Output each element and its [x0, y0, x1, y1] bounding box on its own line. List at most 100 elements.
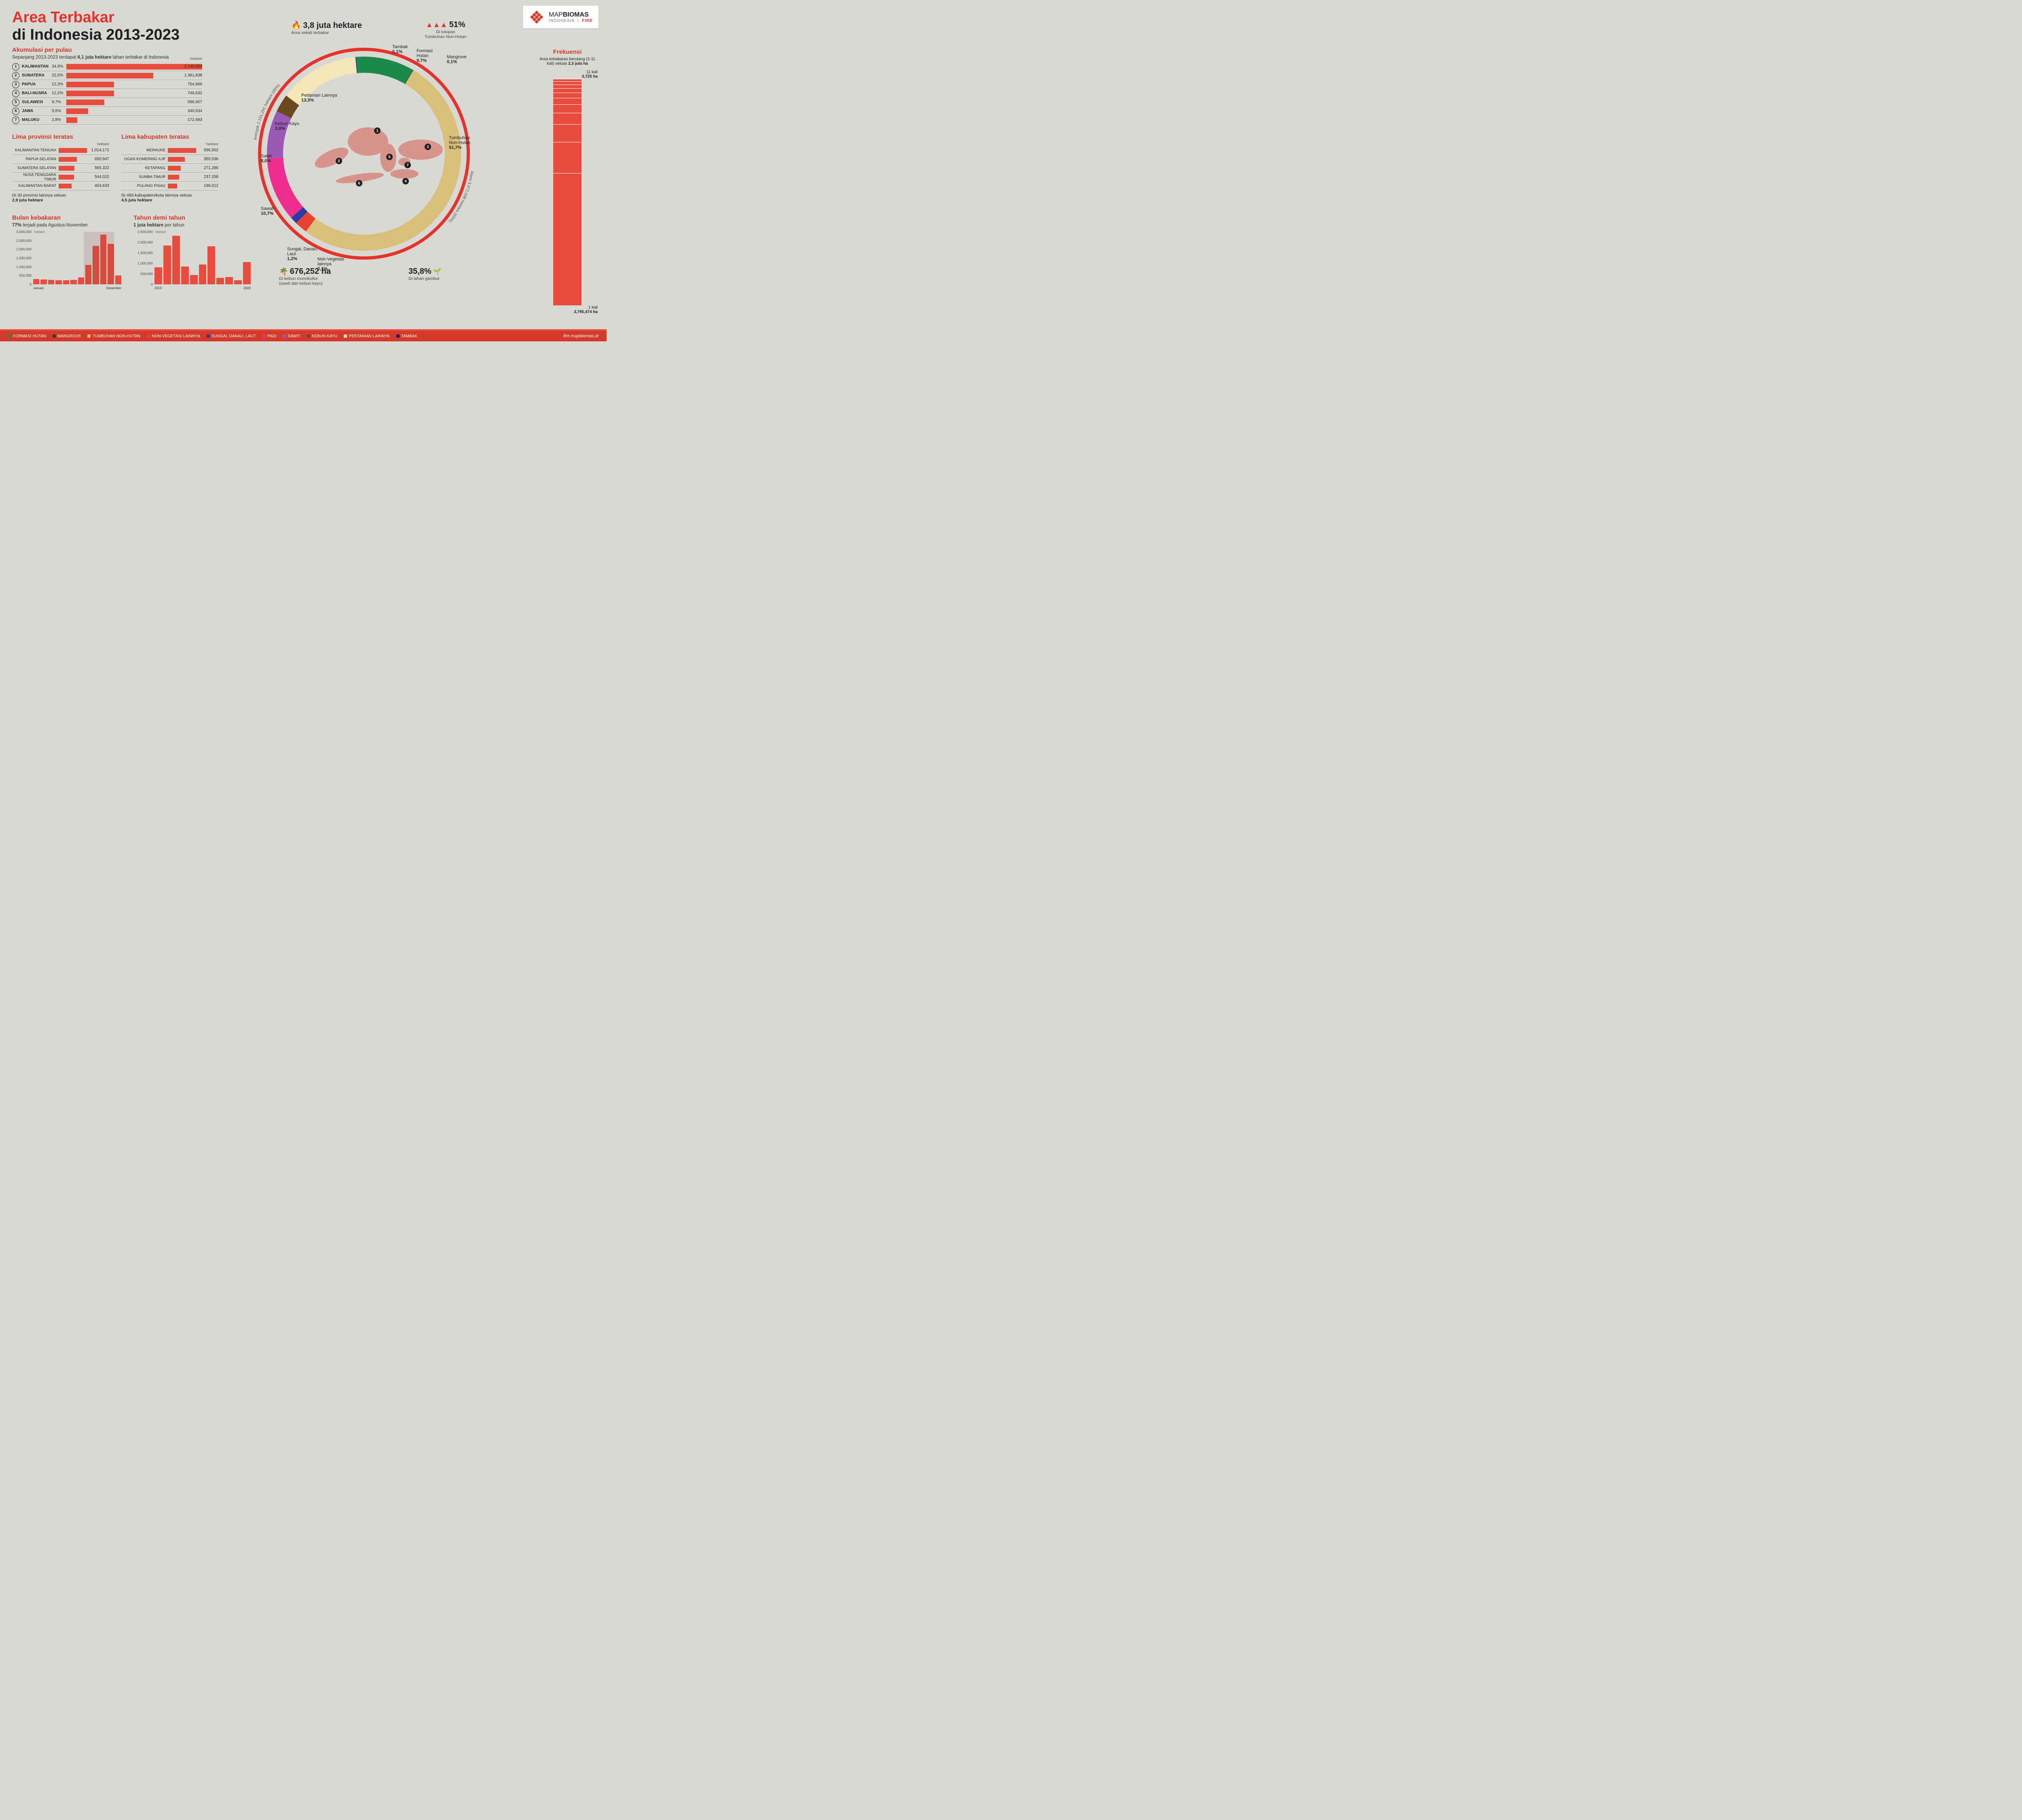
island-value: 754,966 [188, 82, 202, 87]
month-ytick: 2,500,000 [12, 239, 32, 243]
map-marker: 3 [425, 144, 431, 150]
island-row: 2 SUMATERA 22,5% 1,381,838 [12, 71, 202, 80]
regency-bar [168, 148, 196, 153]
province-row: SUMATERA SELATAN 565,322 [12, 164, 109, 173]
province-row: KALIMANTAN BARAT 463,633 [12, 182, 109, 190]
province-value: 544,022 [87, 175, 109, 179]
year-chart: Tahun demi tahun 1 juta hektare per tahu… [133, 214, 251, 284]
regency-name: MERAUKE [121, 148, 168, 152]
regency-bar [168, 175, 179, 180]
kab-unit: hektare [121, 142, 218, 146]
legend-swatch [262, 334, 266, 338]
island-rank: 7 [12, 116, 19, 124]
legend-item: SUNGAI, DANAU, LAUT [207, 334, 256, 339]
donut-seg-sawit [267, 111, 291, 159]
island-bar [66, 117, 77, 123]
donut-label-mangrove: Mangrove0,1% [447, 55, 467, 64]
title-line-1: Area Terbakar [12, 9, 180, 26]
legend-item: PERTANIAN LAINNYA [344, 334, 389, 339]
province-bar [59, 184, 72, 188]
month-ytick: 2,000,000 [12, 247, 32, 251]
month-bar [115, 275, 121, 284]
province-bar [59, 148, 87, 153]
logo-subtitle: INDONESIA | FIRE [549, 19, 593, 23]
year-xlabel: 2013 [154, 286, 162, 290]
legend-item: TUMBUHAN NON-HUTAN [87, 334, 140, 339]
prov-unit: hektare [12, 142, 109, 146]
island-row: 1 KALIMANTAN 34,9% 2,140,894 [12, 62, 202, 71]
year-bar [216, 278, 224, 284]
island-rank: 1 [12, 63, 19, 70]
callout-peat: 35,8% 🌱 Di lahan gambut [408, 267, 441, 281]
island-name: BALI-NUSRA [22, 91, 52, 95]
year-ytick: 500,000 [133, 272, 153, 276]
year-bar [225, 277, 233, 284]
map-marker: 5 [386, 154, 393, 160]
island-pct: 12,2% [52, 91, 66, 95]
month-bar [33, 279, 39, 284]
island-bar [66, 99, 104, 105]
prov-title: Lima provinsi teratas [12, 133, 109, 140]
regency-bar [168, 157, 185, 162]
regency-name: OGAN KOMERING ILIR [121, 157, 168, 161]
acc-sub: Sepanjang 2013-2023 terdapat 6,1 juta he… [12, 55, 202, 60]
province-name: KALIMANTAN TENGAH [12, 148, 59, 152]
year-bar [172, 236, 180, 284]
freq-sub: Area kebakaran berulang (2-11 kali) selu… [537, 57, 598, 66]
island-value: 746,632 [188, 91, 202, 95]
legend-swatch [207, 334, 210, 338]
logo-icon [529, 9, 545, 25]
year-unit: hektare [155, 230, 166, 234]
province-bar [59, 166, 74, 171]
island-name: SULAWESI [22, 100, 52, 104]
frequency-chart: Frekuensi Area kebakaran berulang (2-11 … [537, 49, 598, 314]
year-ytick: 2,500,000 [133, 230, 153, 234]
legend-swatch [53, 334, 56, 338]
month-bar [78, 277, 84, 284]
province-bar [59, 157, 77, 162]
regency-value: 596,502 [196, 148, 218, 152]
donut-label-padi: Sawah10,7% [261, 206, 275, 216]
year-bar [154, 267, 162, 284]
island-bar [66, 73, 153, 78]
year-bar [163, 245, 171, 284]
year-bar [181, 267, 189, 284]
island-pct: 9,7% [52, 100, 66, 104]
regency-name: SUMBA TIMUR [121, 175, 168, 179]
province-value: 565,322 [87, 166, 109, 170]
island-value: 172,983 [188, 118, 202, 122]
prov-footer: Di 33 provinsi lainnya seluas2,9 juta he… [12, 193, 109, 203]
kab-footer: Di 493 kabupaten/kota lainnya seluas4,5 … [121, 193, 218, 203]
regency-row: MERAUKE 596,502 [121, 146, 218, 155]
donut-label-non_vegetasi: Non-Vegetasi lainnya2,1% [317, 257, 344, 271]
donut-label-sawit: Sawit8,0% [261, 154, 272, 163]
donut-label-pertanian: Pertanian Lainnya13,3% [301, 93, 337, 103]
map-marker: 2 [336, 158, 342, 164]
acc-title: Akumulasi per pulau [12, 47, 202, 53]
regency-row: OGAN KOMERING ILIR 355,536 [121, 155, 218, 164]
island-rank: 3 [12, 81, 19, 88]
regency-value: 237,258 [196, 175, 218, 179]
donut-label-air: Sungai, Danau, Laut1,2% [287, 247, 318, 261]
island-rank: 4 [12, 90, 19, 97]
province-row: NUSA TENGGARA TIMUR 544,022 [12, 173, 109, 182]
year-bar [234, 280, 242, 284]
legend-swatch [344, 334, 347, 338]
month-bar [40, 279, 47, 284]
regency-name: KETAPANG [121, 166, 168, 170]
province-row: KALIMANTAN TENGAH 1,014,171 [12, 146, 109, 155]
regency-bar [168, 184, 177, 188]
year-ytick: 0 [133, 282, 153, 286]
freq-segment [553, 104, 582, 113]
regency-bar [168, 166, 181, 171]
island-row: 5 SULAWESI 9,7% 596,607 [12, 98, 202, 107]
freq-segment [553, 113, 582, 124]
regency-name: PULANG PISAU [121, 184, 168, 188]
island-row: 6 JAWA 5,6% 340,534 [12, 107, 202, 116]
legend-swatch [307, 334, 310, 338]
month-title: Bulan kebakaran [12, 214, 121, 221]
acc-unit: hektare [190, 57, 202, 61]
province-value: 463,633 [87, 184, 109, 188]
regency-value: 196,012 [196, 184, 218, 188]
freq-bot-label: 1 kali3,795,474 ha [537, 305, 598, 314]
